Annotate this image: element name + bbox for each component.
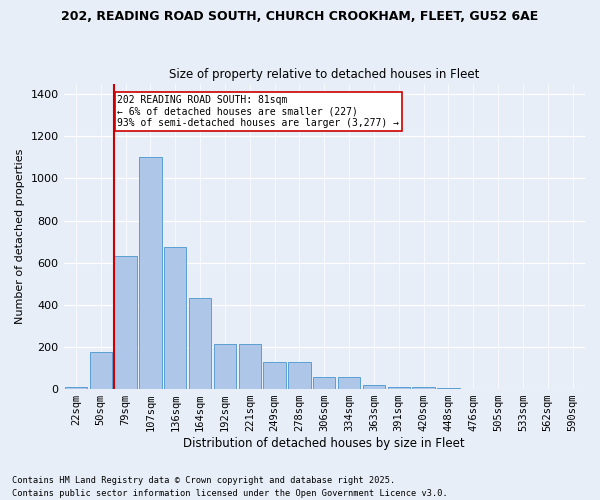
Bar [388,387,410,389]
Bar [164,247,187,389]
Bar [65,387,87,389]
Bar [139,158,161,389]
Y-axis label: Number of detached properties: Number of detached properties [15,148,25,324]
X-axis label: Distribution of detached houses by size in Fleet: Distribution of detached houses by size … [184,437,465,450]
Text: 202 READING ROAD SOUTH: 81sqm
← 6% of detached houses are smaller (227)
93% of s: 202 READING ROAD SOUTH: 81sqm ← 6% of de… [118,95,400,128]
Text: 202, READING ROAD SOUTH, CHURCH CROOKHAM, FLEET, GU52 6AE: 202, READING ROAD SOUTH, CHURCH CROOKHAM… [61,10,539,23]
Bar [412,387,435,389]
Bar [363,385,385,389]
Bar [288,362,311,389]
Bar [115,256,137,389]
Bar [214,344,236,389]
Bar [437,388,460,389]
Text: Contains HM Land Registry data © Crown copyright and database right 2025.
Contai: Contains HM Land Registry data © Crown c… [12,476,448,498]
Bar [313,378,335,389]
Bar [89,352,112,389]
Bar [338,378,360,389]
Title: Size of property relative to detached houses in Fleet: Size of property relative to detached ho… [169,68,479,81]
Bar [239,344,261,389]
Bar [189,298,211,389]
Bar [263,362,286,389]
